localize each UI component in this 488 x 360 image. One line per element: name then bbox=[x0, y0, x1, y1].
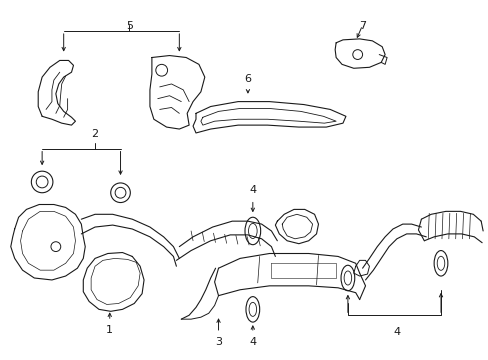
Text: 5: 5 bbox=[125, 21, 133, 31]
Text: 6: 6 bbox=[244, 74, 251, 84]
Text: 4: 4 bbox=[249, 337, 256, 347]
Text: 2: 2 bbox=[91, 129, 99, 139]
Text: 1: 1 bbox=[106, 325, 113, 335]
Text: 4: 4 bbox=[392, 327, 400, 337]
Text: 4: 4 bbox=[249, 185, 256, 195]
Text: 7: 7 bbox=[358, 21, 366, 31]
Text: 3: 3 bbox=[215, 337, 222, 347]
